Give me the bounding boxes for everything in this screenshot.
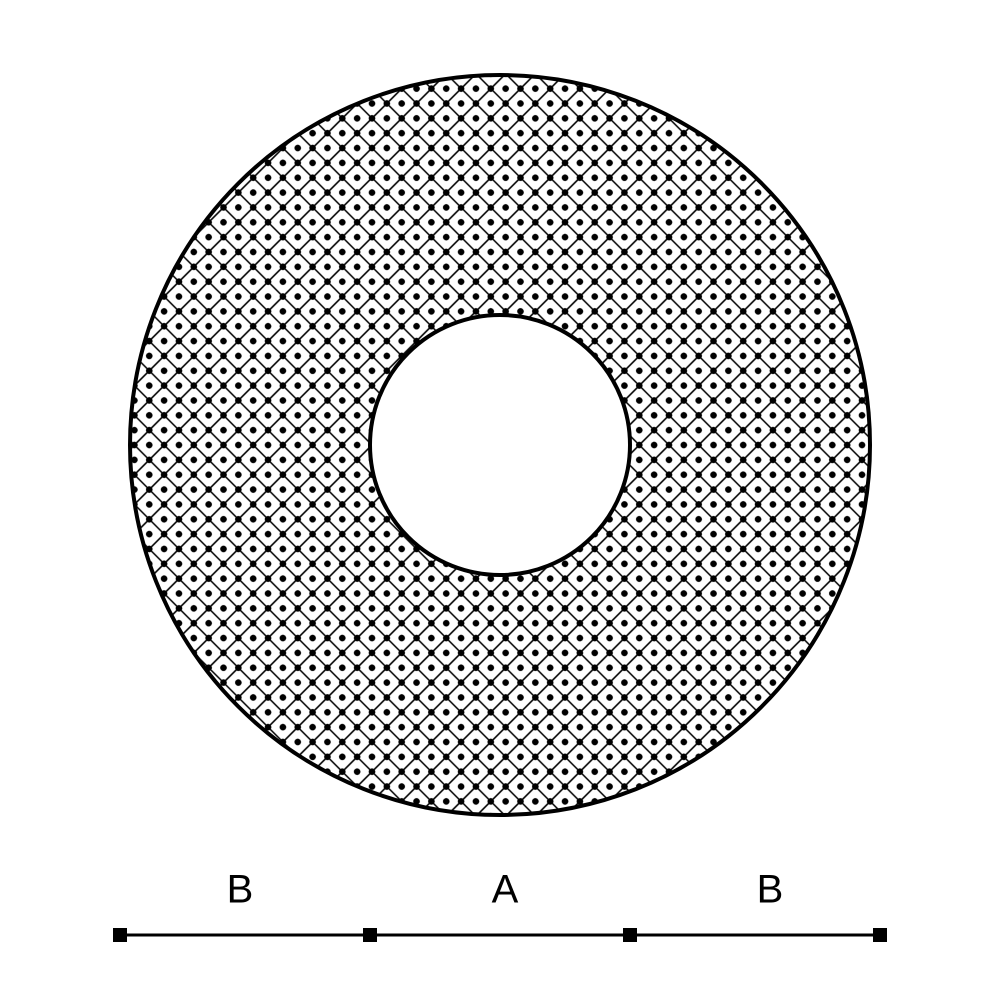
dimension-label-b-right: B	[757, 868, 784, 913]
diagram-stage: B A B	[0, 0, 1000, 1000]
dimension-label-a: A	[492, 868, 519, 913]
annulus-svg	[0, 0, 1000, 1000]
dimension-label-b-left: B	[227, 868, 254, 913]
